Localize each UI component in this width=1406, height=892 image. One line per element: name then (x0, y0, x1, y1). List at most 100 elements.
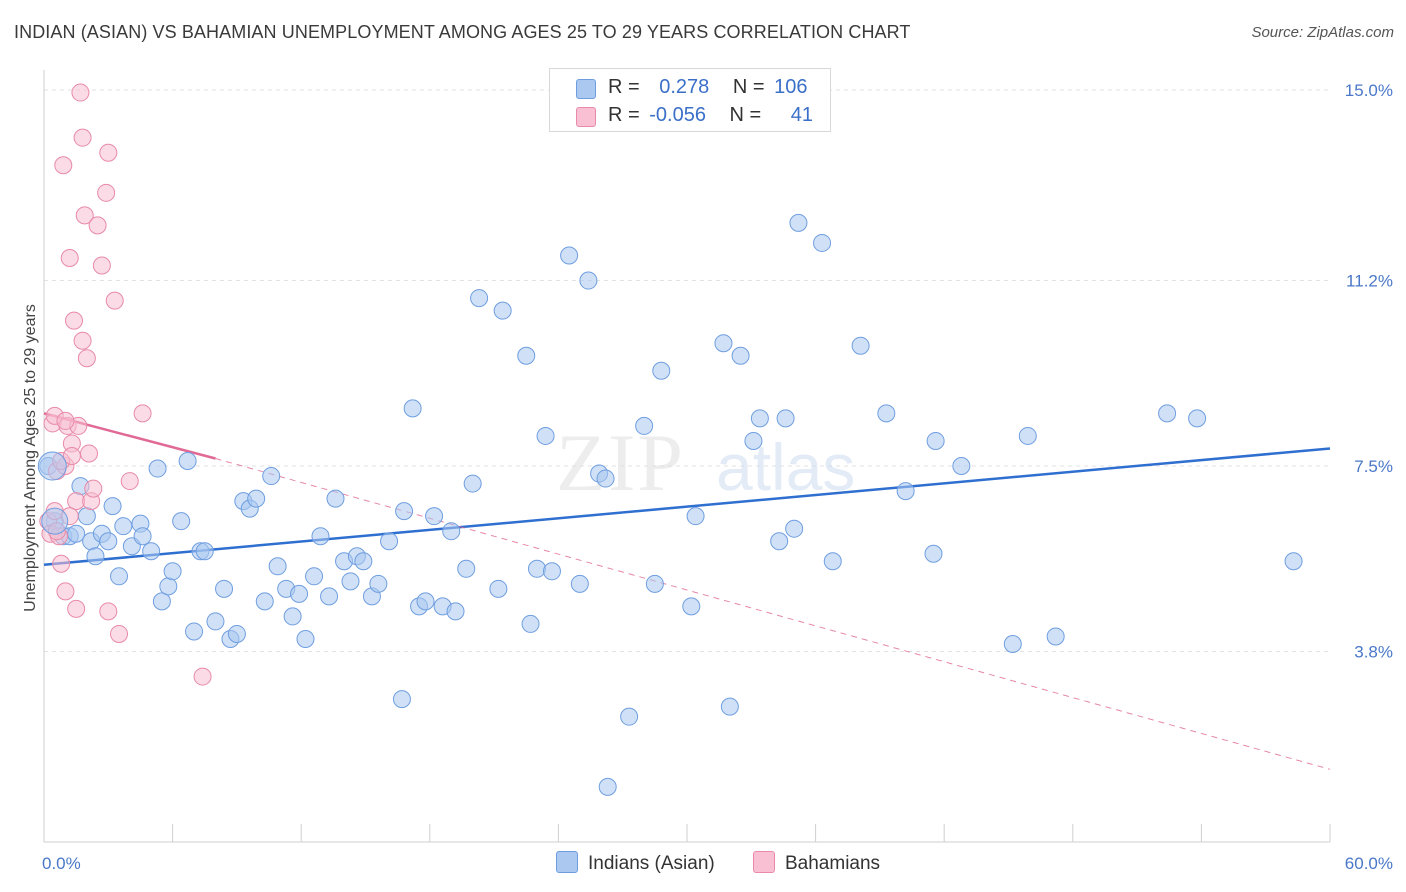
bottom-legend-swatch-bahamians (753, 851, 775, 873)
bahamian-point (65, 311, 84, 330)
indian-point (283, 607, 302, 626)
y-tick-label: 11.2% (1346, 272, 1393, 291)
watermark: ZIP atlas (556, 417, 855, 508)
indian-point (924, 544, 943, 563)
bahamian-point (56, 411, 75, 430)
indian-point (493, 301, 512, 320)
indian-point (750, 409, 769, 428)
bahamian-point (92, 256, 111, 275)
legend-r-value: -0.056 (649, 104, 706, 126)
indian-point (714, 334, 733, 353)
indian-point (620, 707, 639, 726)
data-points (37, 83, 1303, 796)
indian-point (635, 416, 654, 435)
legend-row-indians: R = 0.278 N = 106 (550, 73, 830, 101)
bottom-legend-label-bahamians: Bahamians (785, 853, 881, 874)
indian-point (159, 577, 178, 596)
indian-point (403, 399, 422, 418)
legend-n-label: N = (732, 76, 765, 98)
bahamian-point (75, 206, 94, 225)
bahamian-trend-extension (215, 458, 1331, 770)
indian-point (731, 346, 750, 365)
indian-point (227, 624, 246, 643)
legend-n-value: 41 (790, 104, 814, 126)
indian-point (560, 246, 579, 265)
indian-point (311, 527, 330, 546)
bottom-legend-indians: Indians (Asian) (556, 851, 715, 875)
indian-point (785, 519, 804, 538)
bahamian-point (71, 83, 90, 102)
indian-point (110, 567, 129, 586)
legend-r-label: R = (608, 104, 640, 126)
indian-point (463, 474, 482, 493)
bahamian-point (56, 582, 75, 601)
bahamian-point (73, 128, 92, 147)
y-tick-label: 3.8% (1354, 643, 1393, 662)
indian-point (326, 489, 345, 508)
indian-point (813, 233, 832, 252)
indian-trend-line (43, 447, 1331, 567)
indian-point (1158, 404, 1177, 423)
indian-point (416, 592, 435, 611)
bahamian-point (52, 554, 71, 573)
indian-point (527, 559, 546, 578)
legend-swatch-bahamians (576, 107, 596, 127)
indian-point (103, 497, 122, 516)
bahamian-point (80, 444, 99, 463)
bahamian-point (88, 216, 107, 235)
trend-lines (43, 412, 1331, 770)
indian-point (457, 559, 476, 578)
indian-point (536, 426, 555, 445)
grid-lines (44, 89, 1330, 653)
legend-swatch-indians (576, 79, 596, 99)
indian-point (579, 271, 598, 290)
bahamian-point (99, 143, 118, 162)
indian-point (255, 592, 274, 611)
legend-n-label: N = (729, 104, 762, 126)
legend-row-bahamians: R = -0.056 N = 41 (550, 101, 830, 129)
indian-point (206, 612, 225, 631)
indian-point (142, 542, 161, 561)
indian-point (392, 690, 411, 709)
y-tick-label: 15.0% (1345, 81, 1393, 100)
indian-point (268, 557, 287, 576)
indian-point (425, 507, 444, 526)
indian-point (926, 431, 945, 450)
indian-point (185, 622, 204, 641)
indian-point (489, 579, 508, 598)
bahamian-point (77, 349, 96, 368)
indian-point (133, 527, 152, 546)
indian-point (952, 457, 971, 476)
y-axis-label: Unemployment Among Ages 25 to 29 years (22, 304, 39, 612)
indian-point-cluster (41, 507, 69, 535)
bahamian-point (62, 447, 81, 465)
indian-point (380, 532, 399, 551)
indian-point (86, 547, 105, 566)
stats-legend: R = 0.278 N = 106 R = -0.056 N = 41 (549, 68, 831, 132)
indian-point (776, 409, 795, 428)
indian-point-cluster (37, 451, 67, 481)
bahamian-point (120, 472, 139, 491)
bahamian-point (105, 291, 124, 310)
indian-point (163, 562, 182, 581)
indian-point (851, 336, 870, 355)
indian-point (178, 452, 197, 471)
indian-point (686, 507, 705, 526)
indian-point (1018, 426, 1037, 445)
indian-point (77, 507, 96, 526)
bahamian-point (67, 492, 86, 511)
indian-point (682, 597, 701, 616)
indian-point (645, 574, 664, 593)
bahamian-point (110, 624, 129, 643)
indian-point (823, 552, 842, 571)
indian-point (305, 567, 324, 586)
x-tick-label: 0.0% (42, 854, 81, 873)
indian-point (369, 574, 388, 593)
indian-point (517, 346, 536, 365)
indian-point (789, 213, 808, 232)
tick-labels: 3.8% 7.5% 11.2% 15.0% 0.0% 60.0% (42, 81, 1393, 873)
indian-point (148, 459, 167, 478)
bahamian-point (60, 248, 79, 267)
bahamian-point (133, 404, 152, 423)
